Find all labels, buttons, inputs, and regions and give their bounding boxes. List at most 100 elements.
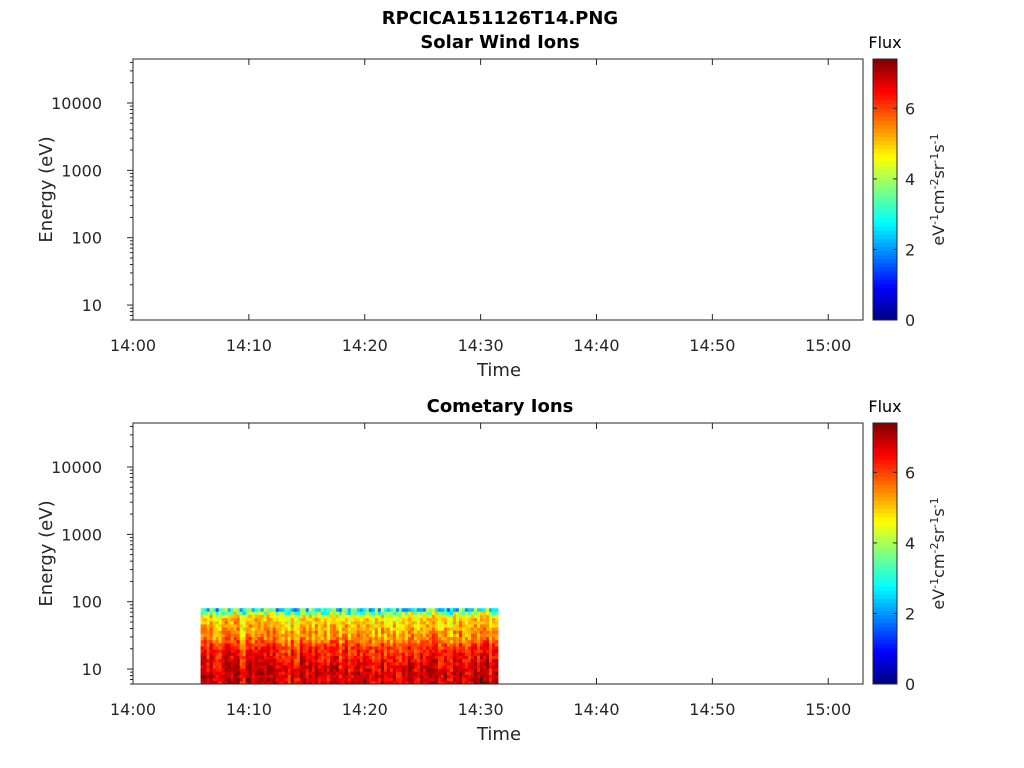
spectrogram-cell [353,649,358,653]
spectrogram-cell [401,652,406,656]
spectrogram-cell [362,611,367,615]
spectrogram-cell [437,668,442,672]
spectrogram-cell [356,661,361,666]
colorbar-segment [873,266,897,272]
spectrogram-cell [449,665,454,669]
spectrogram-cell [221,674,226,679]
spectrogram-cell [347,661,352,666]
spectrogram-cell [431,617,436,622]
spectrogram-cell [410,655,415,660]
spectrogram-cell [464,680,469,685]
spectrogram-cell [473,649,478,653]
spectrogram-cell [305,649,310,653]
spectrogram-cell [416,639,421,644]
spectrogram-cell [446,642,451,647]
spectrogram-cell [308,665,313,669]
x-tick-label: 14:20 [342,336,388,355]
spectrogram-cell [254,624,259,628]
spectrogram-cell [347,665,352,669]
spectrogram-cell [467,652,472,656]
spectrogram-cell [467,608,472,612]
spectrogram-cell [356,658,361,663]
spectrogram-cell [353,642,358,647]
spectrogram-cell [356,636,361,641]
spectrogram-cell [368,646,373,650]
spectrogram-cell [395,636,400,641]
spectrogram-cell [320,608,325,612]
spectrogram-cell [416,677,421,682]
spectrogram-cell [230,652,235,656]
spectrogram-cell [206,633,210,638]
spectrogram-cell [419,630,424,634]
colorbar-segment [873,577,897,583]
spectrogram-cell [245,639,250,644]
spectrogram-cell [326,674,331,679]
spectrogram-cell [287,620,292,625]
spectrogram-cell [344,617,349,622]
spectrogram-cell [236,680,241,685]
spectrogram-cell [455,677,460,682]
spectrogram-cell [386,661,391,666]
spectrogram-cell [377,630,382,634]
spectrogram-cell [371,668,376,672]
spectrogram-cell [425,646,430,650]
spectrogram-cell [392,652,397,656]
spectrogram-cell [398,620,403,625]
spectrogram-cell [495,630,499,634]
spectrogram-cell [410,668,415,672]
spectrogram-cell [428,665,433,669]
spectrogram-cell [248,646,253,650]
spectrogram-cell [278,624,283,628]
colorbar-segment [873,140,897,146]
colorbar-segment [873,594,897,599]
spectrogram-cell [485,617,490,622]
spectrogram-cell [437,677,442,682]
spectrogram-cell [323,652,328,656]
spectrogram-cell [317,665,322,669]
spectrogram-cell [416,680,421,685]
spectrogram-cell [347,617,352,622]
spectrogram-cell [200,636,204,641]
spectrogram-cell [350,674,355,679]
spectrogram-cell [227,655,232,660]
spectrogram-cell [410,661,415,666]
spectrogram-cell [485,611,490,615]
spectrogram-cell [320,646,325,650]
spectrogram-cell [266,646,271,650]
spectrogram-cell [425,658,430,663]
spectrogram-cell [413,614,418,619]
spectrogram-cell [341,630,346,634]
spectrogram-cell [299,642,304,647]
spectrogram-cell [383,620,388,625]
spectrogram-cell [314,680,319,685]
spectrogram-cell [227,639,232,644]
spectrogram-cell [362,620,367,625]
spectrogram-cell [488,611,493,615]
spectrogram-cell [431,655,436,660]
spectrogram-cell [329,655,334,660]
spectrogram-cell [326,642,331,647]
spectrogram-cell [233,680,238,685]
spectrogram-cell [422,655,427,660]
spectrogram-cell [413,620,418,625]
spectrogram-cell [470,680,475,685]
x-tick-label: 14:20 [342,700,388,719]
spectrogram-cell [350,620,355,625]
spectrogram-cell [239,642,244,647]
spectrogram-data [200,608,499,685]
spectrogram-cell [443,611,448,615]
spectrogram-cell [413,671,418,675]
spectrogram-cell [455,627,460,631]
spectrogram-cell [233,636,238,641]
spectrogram-cell [215,611,220,615]
colorbar-segment [873,667,897,673]
spectrogram-cell [314,608,319,612]
spectrogram-cell [386,655,391,660]
colorbar-segment [873,553,897,559]
spectrogram-cell [491,668,496,672]
spectrogram-cell [482,646,487,650]
spectrogram-cell [410,639,415,644]
spectrogram-cell [281,614,286,619]
spectrogram-cell [335,674,340,679]
spectrogram-cell [212,674,217,679]
